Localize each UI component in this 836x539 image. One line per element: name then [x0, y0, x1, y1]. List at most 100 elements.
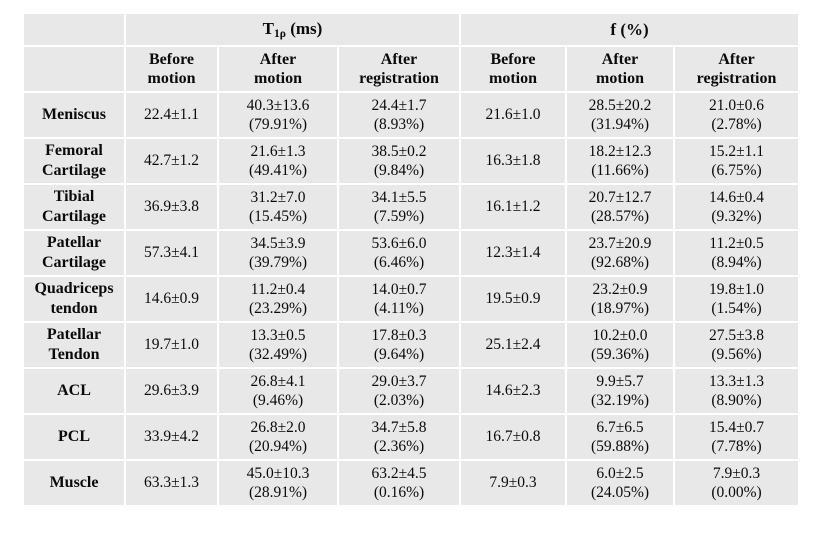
row-label: PCL [22, 413, 126, 461]
cell-value: 45.0±10.3 [246, 464, 310, 482]
value-cell: 11.2±0.4 (23.29%) [217, 275, 339, 323]
cell-value: 31.2±7.0 [250, 188, 306, 206]
row-label: Tibial Cartilage [22, 183, 126, 231]
cell-value: 23.2±0.9 [592, 280, 648, 298]
cell-percent: (6.75%) [711, 162, 762, 179]
results-table-container: T1ρ (ms) f (%) Before motion After motio… [22, 12, 801, 507]
column-header-row: Before motion After motion After registr… [22, 45, 801, 93]
value-cell: 20.7±12.7 (28.57%) [565, 183, 676, 231]
value-cell: 18.2±12.3 (11.66%) [565, 137, 676, 185]
cell-percent: (59.88%) [590, 438, 650, 455]
value-cell: 21.0±0.6 (2.78%) [673, 91, 801, 139]
value-cell: 63.2±4.5 (0.16%) [336, 459, 462, 507]
cell-value: 21.0±0.6 [709, 96, 765, 114]
value-cell: 11.2±0.5 (8.94%) [673, 229, 801, 277]
cell-value: 6.7±6.5 [596, 418, 644, 436]
value-cell: 14.0±0.7 (4.11%) [336, 275, 462, 323]
cell-value: 21.6±1.3 [250, 142, 306, 160]
value-cell: 22.4±1.1 [124, 91, 219, 139]
value-cell: 23.7±20.9 (92.68%) [565, 229, 676, 277]
cell-value: 63.3±1.3 [143, 474, 199, 492]
value-cell: 57.3±4.1 [124, 229, 219, 277]
value-cell: 29.6±3.9 [124, 367, 219, 415]
value-cell: 33.9±4.2 [124, 413, 219, 461]
t1rho-prefix: T [262, 18, 275, 38]
table-row-tibial-cartilage: Tibial Cartilage 36.9±3.8 31.2±7.0 (15.45… [22, 183, 801, 231]
cell-value: 26.8±4.1 [250, 372, 306, 390]
cell-value: 22.4±1.1 [143, 106, 199, 124]
cell-value: 27.5±3.8 [709, 326, 765, 344]
cell-value: 23.7±20.9 [588, 234, 652, 252]
value-cell: 53.6±6.0 (6.46%) [336, 229, 462, 277]
value-cell: 12.3±1.4 [459, 229, 568, 277]
value-cell: 13.3±1.3 (8.90%) [673, 367, 801, 415]
cell-value: 57.3±4.1 [143, 244, 199, 262]
column-header-t1-after-motion: After motion [217, 45, 339, 93]
results-table: T1ρ (ms) f (%) Before motion After motio… [22, 12, 801, 507]
value-cell: 38.5±0.2 (9.84%) [336, 137, 462, 185]
value-cell: 9.9±5.7 (32.19%) [565, 367, 676, 415]
row-label: Muscle [22, 459, 126, 507]
value-cell: 14.6±0.9 [124, 275, 219, 323]
cell-value: 12.3±1.4 [485, 244, 541, 262]
cell-value: 14.6±0.4 [709, 188, 765, 206]
cell-value: 33.9±4.2 [143, 428, 199, 446]
cell-percent: (2.03%) [373, 392, 425, 409]
cell-value: 19.8±1.0 [709, 280, 765, 298]
table-row-meniscus: Meniscus 22.4±1.1 40.3±13.6 (79.91%) 24.4… [22, 91, 801, 139]
cell-value: 38.5±0.2 [371, 142, 427, 160]
cell-percent: (32.19%) [590, 392, 650, 409]
cell-percent: (4.11%) [374, 300, 424, 317]
value-cell: 40.3±13.6 (79.91%) [217, 91, 339, 139]
cell-percent: (2.36%) [373, 438, 425, 455]
cell-percent: (1.54%) [711, 300, 762, 317]
cell-percent: (9.64%) [373, 346, 425, 363]
value-cell: 36.9±3.8 [124, 183, 219, 231]
cell-value: 34.7±5.8 [371, 418, 427, 436]
cell-value: 26.8±2.0 [250, 418, 306, 436]
cell-percent: (0.00%) [711, 484, 762, 501]
cell-value: 10.2±0.0 [592, 326, 648, 344]
value-cell: 6.7±6.5 (59.88%) [565, 413, 676, 461]
cell-percent: (15.45%) [248, 208, 308, 225]
value-cell: 19.8±1.0 (1.54%) [673, 275, 801, 323]
cell-value: 15.4±0.7 [709, 418, 765, 436]
value-cell: 26.8±2.0 (20.94%) [217, 413, 339, 461]
cell-value: 16.3±1.8 [485, 152, 541, 170]
cell-percent: (9.32%) [711, 208, 762, 225]
value-cell: 42.7±1.2 [124, 137, 219, 185]
value-cell: 17.8±0.3 (9.64%) [336, 321, 462, 369]
value-cell: 16.7±0.8 [459, 413, 568, 461]
value-cell: 23.2±0.9 (18.97%) [565, 275, 676, 323]
table-row-acl: ACL 29.6±3.9 26.8±4.1 (9.46%) 29.0±3.7 (2.… [22, 367, 801, 415]
cell-value: 7.9±0.3 [712, 464, 761, 482]
cell-value: 13.3±1.3 [709, 372, 765, 390]
cell-value: 9.9±5.7 [596, 372, 644, 390]
value-cell: 19.7±1.0 [124, 321, 219, 369]
table-row-quadriceps-tendon: Quadriceps tendon 14.6±0.9 11.2±0.4 (23.2… [22, 275, 801, 323]
column-header-f-after-registration: After registration [673, 45, 801, 93]
corner-cell [22, 12, 126, 47]
cell-value: 24.4±1.7 [371, 96, 427, 114]
cell-value: 14.6±0.9 [143, 290, 199, 308]
f-section-header: f (%) [459, 12, 801, 47]
cell-value: 11.2±0.4 [250, 280, 306, 298]
cell-percent: (8.93%) [373, 116, 425, 133]
value-cell: 16.3±1.8 [459, 137, 568, 185]
column-header-t1-before-motion: Before motion [124, 45, 219, 93]
row-label: ACL [22, 367, 126, 415]
t1rho-section-header: T1ρ (ms) [123, 12, 462, 47]
cell-value: 14.0±0.7 [371, 280, 427, 298]
value-cell: 34.1±5.5 (7.59%) [336, 183, 462, 231]
cell-value: 34.5±3.9 [250, 234, 306, 252]
row-label: Femoral Cartilage [22, 137, 126, 185]
value-cell: 19.5±0.9 [459, 275, 568, 323]
table-row-muscle: Muscle 63.3±1.3 45.0±10.3 (28.91%) 63.2±4… [22, 459, 801, 507]
cell-percent: (28.91%) [248, 484, 308, 501]
table-row-patellar-tendon: Patellar Tendon 19.7±1.0 13.3±0.5 (32.49%… [22, 321, 801, 369]
cell-percent: (7.78%) [711, 438, 762, 455]
cell-value: 14.6±2.3 [485, 382, 541, 400]
value-cell: 27.5±3.8 (9.56%) [673, 321, 801, 369]
row-label: Patellar Cartilage [22, 229, 126, 277]
value-cell: 21.6±1.3 (49.41%) [217, 137, 339, 185]
